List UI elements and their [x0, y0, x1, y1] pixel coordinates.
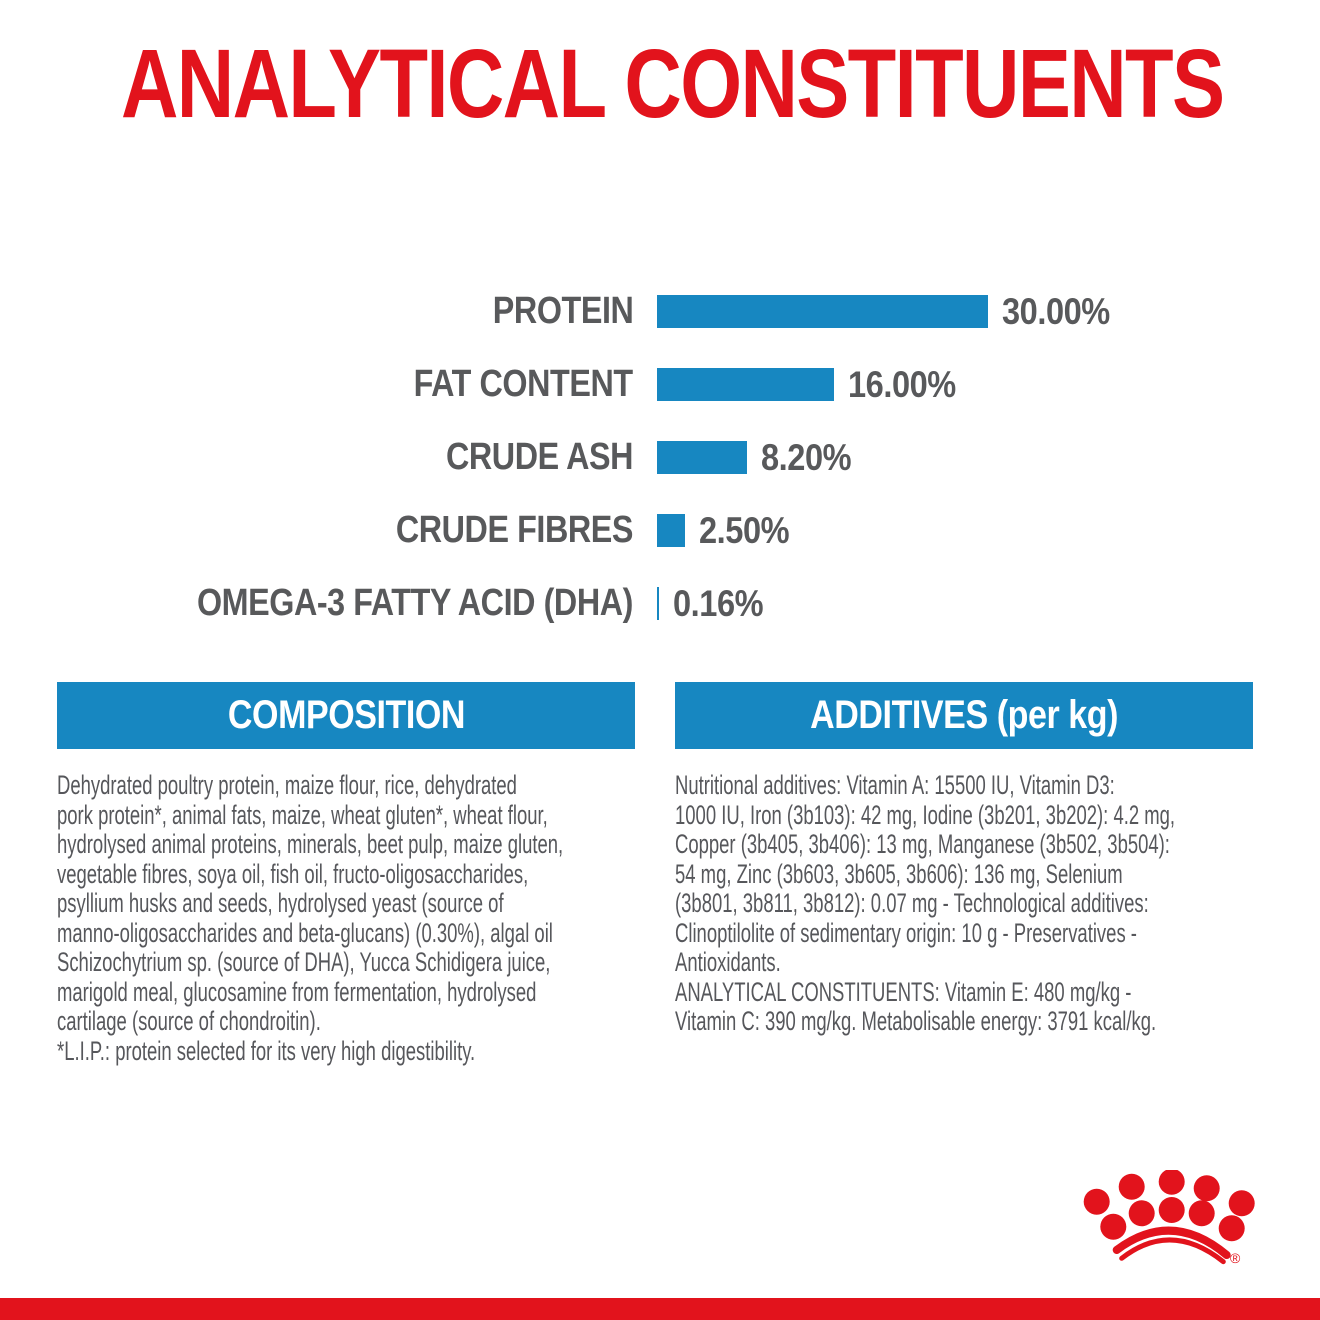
info-sections: COMPOSITION Dehydrated poultry protein, … [57, 682, 1253, 1066]
chart-value-label: 30.00% [1002, 291, 1110, 332]
page-title-text: ANALYTICAL CONSTITUENTS [120, 29, 1225, 138]
crown-swoosh-upper [1112, 1226, 1231, 1259]
chart-category-label: FAT CONTENT [413, 363, 633, 405]
additives-text: Nutritional additives: Vitamin A: 15500 … [675, 770, 1176, 1036]
chart-row: OMEGA-3 FATTY ACID (DHA) 0.16% [0, 582, 1320, 624]
chart-category-label: OMEGA-3 FATTY ACID (DHA) [196, 582, 633, 624]
chart-row: CRUDE FIBRES 2.50% [0, 509, 1320, 551]
chart-value-label: 8.20% [761, 437, 852, 478]
crown-swoosh-lower [1119, 1237, 1226, 1265]
composition-header: COMPOSITION [57, 682, 635, 749]
chart-bar [657, 441, 747, 474]
chart-bar [657, 368, 834, 401]
chart-category-label: PROTEIN [492, 290, 633, 332]
additives-header-text: ADDITIVES (per kg) [810, 693, 1118, 737]
composition-text: Dehydrated poultry protein, maize flour,… [57, 770, 564, 1066]
chart-value-label: 0.16% [673, 583, 764, 624]
chart-bar [657, 295, 988, 328]
chart-value-label: 2.50% [699, 510, 790, 551]
analytical-bar-chart: PROTEIN 30.00% FAT CONTENT 16.00% CRUDE ASH 8… [0, 290, 1320, 624]
composition-section: COMPOSITION Dehydrated poultry protein, … [57, 682, 635, 1066]
chart-row: CRUDE ASH 8.20% [0, 436, 1320, 478]
registered-trademark-icon: ® [1230, 1250, 1241, 1266]
page-title: ANALYTICAL CONSTITUENTS [0, 28, 1320, 140]
chart-bar [657, 587, 659, 620]
chart-category-label: CRUDE FIBRES [395, 509, 634, 551]
footer-red-bar [0, 1298, 1320, 1320]
chart-row: PROTEIN 30.00% [0, 290, 1320, 332]
chart-value-label: 16.00% [848, 364, 956, 405]
chart-category-label: CRUDE ASH [446, 436, 633, 478]
royal-canin-crown-logo-icon: ® [1083, 1170, 1255, 1266]
composition-header-text: COMPOSITION [227, 693, 465, 737]
additives-header: ADDITIVES (per kg) [675, 682, 1253, 749]
chart-bar [657, 514, 685, 547]
chart-row: FAT CONTENT 16.00% [0, 363, 1320, 405]
additives-section: ADDITIVES (per kg) Nutritional additives… [675, 682, 1253, 1066]
